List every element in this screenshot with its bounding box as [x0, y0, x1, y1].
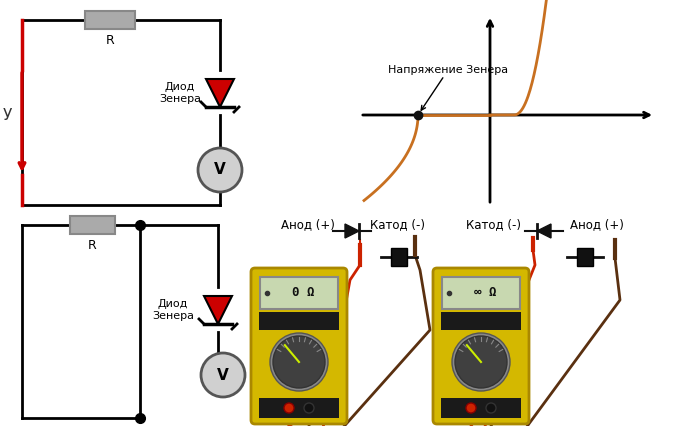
- Polygon shape: [206, 79, 234, 107]
- Circle shape: [466, 403, 476, 413]
- Polygon shape: [204, 296, 232, 324]
- Text: V: V: [214, 162, 226, 178]
- Text: Напряжение Зенера: Напряжение Зенера: [388, 65, 508, 110]
- Text: Анод (+): Анод (+): [570, 218, 624, 231]
- Text: Анод (+): Анод (+): [281, 218, 335, 231]
- Circle shape: [452, 333, 510, 391]
- Bar: [259, 398, 339, 418]
- FancyBboxPatch shape: [85, 11, 135, 29]
- Text: Катод (-): Катод (-): [466, 218, 521, 231]
- Polygon shape: [537, 224, 551, 238]
- Circle shape: [284, 403, 294, 413]
- Circle shape: [201, 353, 245, 397]
- FancyBboxPatch shape: [70, 216, 115, 234]
- Bar: [577, 248, 593, 266]
- Text: V: V: [217, 368, 229, 383]
- Text: У: У: [3, 107, 12, 123]
- Bar: [391, 248, 407, 266]
- Circle shape: [270, 333, 328, 391]
- Circle shape: [455, 336, 507, 388]
- FancyBboxPatch shape: [251, 268, 347, 424]
- Text: R: R: [88, 239, 96, 252]
- FancyBboxPatch shape: [259, 312, 339, 330]
- FancyBboxPatch shape: [260, 277, 338, 309]
- Text: Диод
Зенера: Диод Зенера: [159, 82, 201, 104]
- FancyBboxPatch shape: [433, 268, 529, 424]
- Polygon shape: [345, 224, 359, 238]
- Text: 0 Ω: 0 Ω: [292, 287, 314, 299]
- Circle shape: [273, 336, 325, 388]
- FancyBboxPatch shape: [441, 312, 521, 330]
- Text: Катод (-): Катод (-): [371, 218, 426, 231]
- Circle shape: [486, 403, 496, 413]
- Bar: [441, 398, 521, 418]
- Circle shape: [304, 403, 314, 413]
- FancyBboxPatch shape: [442, 277, 520, 309]
- Text: Диод
Зенера: Диод Зенера: [152, 299, 194, 321]
- Text: R: R: [106, 34, 114, 47]
- Text: ∞ Ω: ∞ Ω: [474, 287, 496, 299]
- Circle shape: [198, 148, 242, 192]
